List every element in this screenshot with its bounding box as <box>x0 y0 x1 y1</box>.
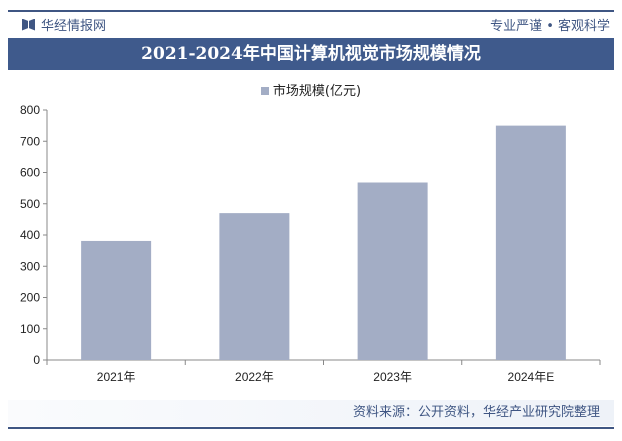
x-tick-label: 2022年 <box>235 370 274 384</box>
brand: 华经情报网 <box>22 15 106 34</box>
legend-swatch <box>260 87 269 95</box>
legend-label: 市场规模(亿元) <box>272 84 362 99</box>
bottom-rule <box>8 427 614 429</box>
y-tick-label: 0 <box>33 353 40 367</box>
top-rule <box>8 10 614 12</box>
brand-name: 华经情报网 <box>41 19 107 34</box>
bar <box>81 240 152 360</box>
y-tick-label: 200 <box>20 291 40 305</box>
y-tick-label: 600 <box>20 166 40 180</box>
legend: 市场规模(亿元) <box>0 80 622 99</box>
y-tick-label: 100 <box>20 322 40 336</box>
slogan: 专业严谨 • 客观科学 <box>490 19 610 34</box>
bar-chart: 0 100 200 300 400 500 600 700 800 2021年 2022年 2023年… <box>20 103 601 384</box>
source-note: 资料来源：公开资料，华经产业研究院整理 <box>8 400 614 426</box>
y-tick-label: 400 <box>20 228 40 242</box>
y-tick-label: 800 <box>20 103 40 117</box>
x-tick-label: 2024年E <box>508 370 555 384</box>
chart-title: 2021-2024年中国计算机视觉市场规模情况 <box>8 38 614 70</box>
y-tick-label: 500 <box>20 197 40 211</box>
bar <box>495 125 566 360</box>
bar <box>219 213 290 360</box>
y-tick-label: 700 <box>20 134 40 148</box>
bar <box>357 182 428 360</box>
x-tick-label: 2023年 <box>373 370 412 384</box>
y-tick-label: 300 <box>20 259 40 273</box>
x-tick-label: 2021年 <box>97 370 136 384</box>
